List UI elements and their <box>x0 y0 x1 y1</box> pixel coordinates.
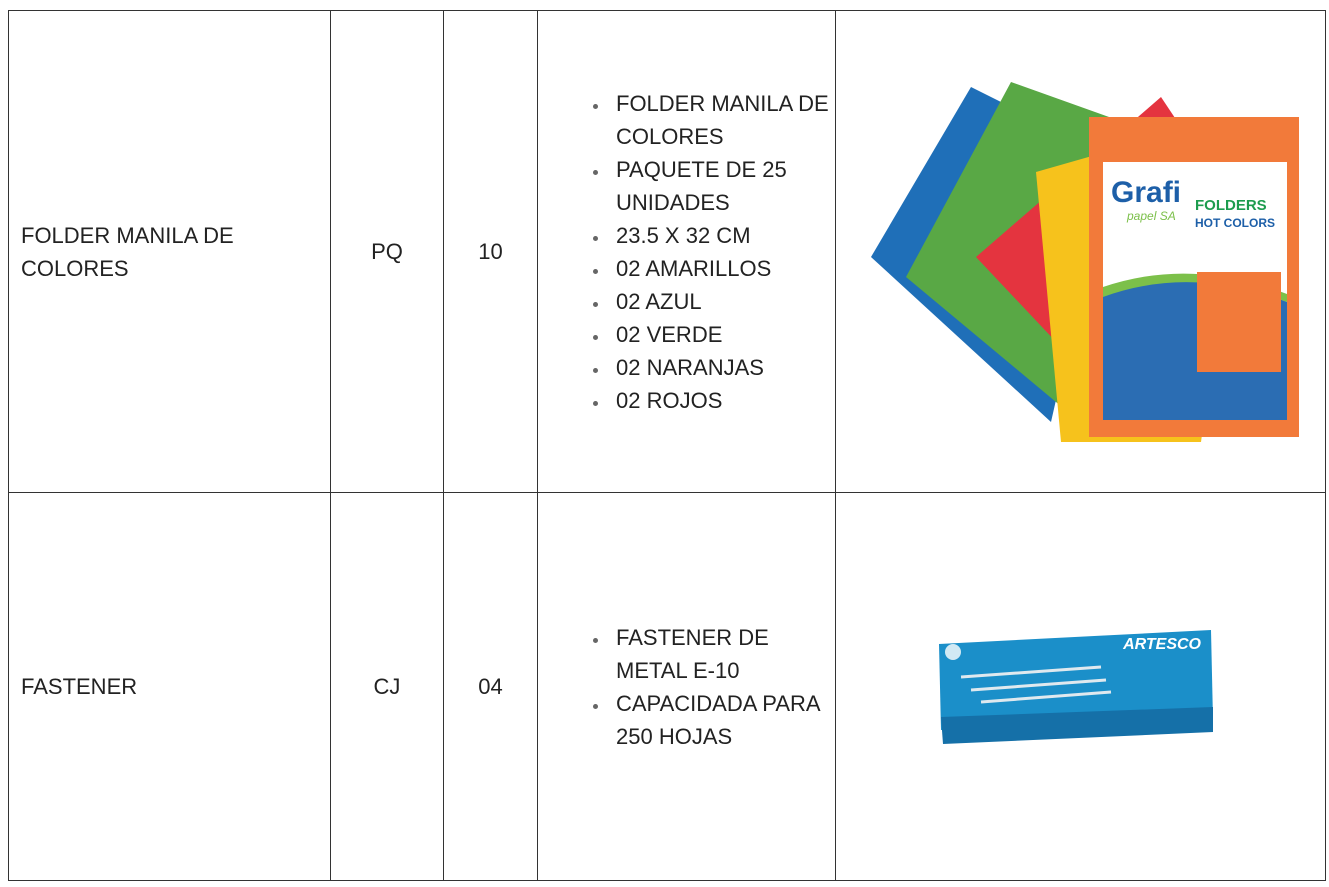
detail-item: 02 AMARILLOS <box>610 252 835 285</box>
table-row: FASTENER CJ 04 FASTENER DE METAL E-10CAP… <box>8 492 1326 881</box>
description-cell: FASTENER <box>8 492 331 881</box>
description: FASTENER <box>21 674 138 699</box>
detail-item: CAPACIDADA PARA 250 HOJAS <box>610 687 835 753</box>
box-logo <box>944 643 961 660</box>
details-cell: FOLDER MANILA DE COLORESPAQUETE DE 25 UN… <box>537 10 836 493</box>
details-list: FASTENER DE METAL E-10CAPACIDADA PARA 25… <box>538 621 835 753</box>
details-cell: FASTENER DE METAL E-10CAPACIDADA PARA 25… <box>537 492 836 881</box>
detail-item: PAQUETE DE 25 UNIDADES <box>610 153 835 219</box>
description-cell: FOLDER MANILA DE COLORES <box>8 10 331 493</box>
detail-item: 02 VERDE <box>610 318 835 351</box>
fastener-clip <box>960 665 1101 678</box>
detail-item: 23.5 X 32 CM <box>610 219 835 252</box>
folder-image: Grafi papel SA FOLDERS HOT COLORS <box>870 81 1299 442</box>
image-product: FOLDERS <box>1195 197 1267 214</box>
fastener-clip <box>980 690 1111 703</box>
image-brand-sub: papel SA <box>1126 209 1176 223</box>
image-line: HOT COLORS <box>1195 216 1275 230</box>
detail-item: FOLDER MANILA DE COLORES <box>610 87 835 153</box>
unit-cell: CJ <box>330 492 444 881</box>
quantity: 04 <box>478 674 503 699</box>
quantity-cell: 04 <box>443 492 538 881</box>
image-cell: Grafi papel SA FOLDERS HOT COLORS <box>835 10 1326 493</box>
unit-cell: PQ <box>330 10 444 493</box>
box-side <box>940 706 1213 744</box>
quantity-cell: 10 <box>443 10 538 493</box>
image-brand: ARTESCO <box>1122 636 1201 653</box>
fastener-clip <box>970 678 1106 691</box>
image-brand: Grafi <box>1111 176 1181 209</box>
details-list: FOLDER MANILA DE COLORESPAQUETE DE 25 UN… <box>538 87 835 417</box>
product-table: FOLDER MANILA DE COLORES PQ 10 FOLDER MA… <box>8 10 1326 881</box>
fastener-image: ARTESCO <box>938 629 1213 744</box>
unit: CJ <box>373 674 401 699</box>
label-folder <box>1196 271 1281 372</box>
detail-item: FASTENER DE METAL E-10 <box>610 621 835 687</box>
unit: PQ <box>371 239 403 264</box>
detail-item: 02 AZUL <box>610 285 835 318</box>
image-cell: ARTESCO <box>835 492 1326 881</box>
table-row: FOLDER MANILA DE COLORES PQ 10 FOLDER MA… <box>8 10 1326 493</box>
detail-item: 02 ROJOS <box>610 384 835 417</box>
detail-item: 02 NARANJAS <box>610 351 835 384</box>
description: FOLDER MANILA DE COLORES <box>21 222 234 281</box>
box-front <box>938 629 1213 730</box>
quantity: 10 <box>478 239 503 264</box>
